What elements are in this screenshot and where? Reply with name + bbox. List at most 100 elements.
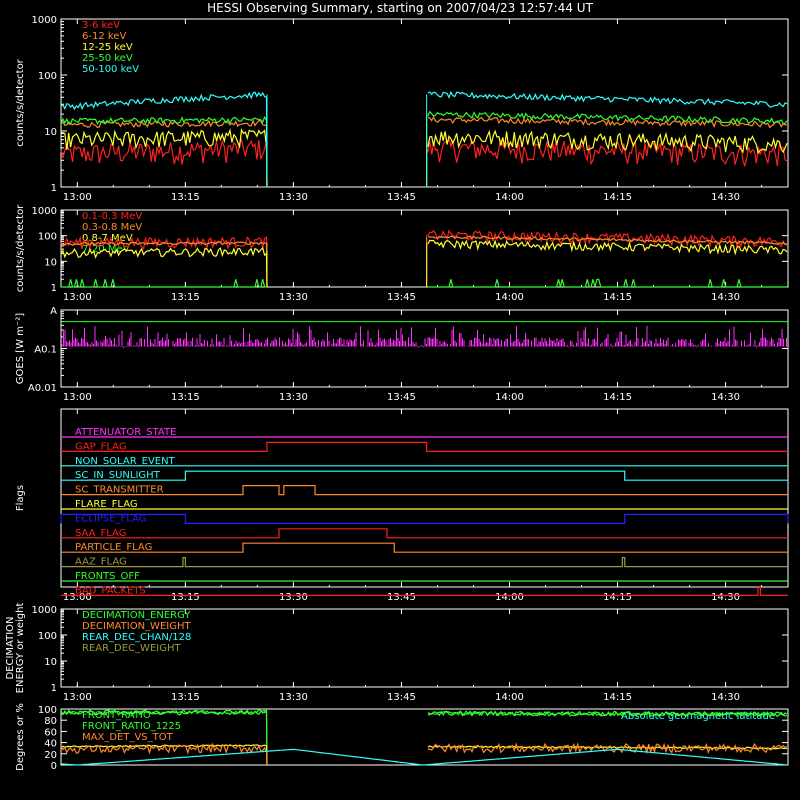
y-tick-label: 1: [51, 183, 57, 194]
flag-trace: [61, 557, 788, 568]
x-tick-label: 14:30: [711, 392, 740, 403]
series-line: [60, 742, 788, 766]
plot-frame: [60, 608, 789, 688]
y-tick-label: 100: [38, 232, 57, 243]
legend-entry: MAX_DET_VS_TOT: [82, 732, 174, 743]
flag-trace: [60, 513, 789, 524]
x-tick-label: 13:15: [171, 192, 200, 203]
x-tick-label: 14:15: [603, 192, 632, 203]
panel-goes: 13:00 13:15 13:30 13:45 14:00 14:15 14:30 A0.01…: [15, 306, 789, 403]
series-line: [60, 110, 788, 188]
x-tick-label: 13:30: [279, 292, 308, 303]
x-tick-label: 14:15: [603, 592, 632, 603]
legend-entry: DECIMATION_ENERGY: [82, 610, 191, 621]
y-tick-label: 0: [51, 761, 57, 772]
x-tick-label: 13:00: [63, 592, 92, 603]
flag-trace: [61, 528, 788, 539]
y-tick-label: 1000: [32, 206, 57, 217]
x-tick-label: 13:15: [171, 592, 200, 603]
y-tick-label: 1: [51, 283, 57, 294]
x-tick-label: 13:15: [171, 392, 200, 403]
legend-entry: FRONT_RATIO: [82, 710, 151, 721]
legend-entry: 12-25 keV: [82, 42, 133, 53]
x-tick-label: 14:15: [603, 292, 632, 303]
series-line: [61, 278, 787, 288]
x-tick-label: 13:30: [279, 392, 308, 403]
y-axis-label: DECIMATION: [5, 616, 16, 679]
y-tick-label: 1000: [32, 15, 57, 26]
x-tick-label: 14:30: [711, 292, 740, 303]
legend-entry: REAR_DEC_WEIGHT: [82, 643, 181, 654]
flag-label: SAA_FLAG: [75, 528, 126, 539]
y-tick-label: 40: [44, 739, 57, 750]
y-axis-label: counts/s/detector: [15, 58, 26, 146]
flag-label: ATTENUATOR_STATE: [75, 427, 176, 438]
x-tick-label: 13:00: [63, 392, 92, 403]
x-tick-label: 13:45: [387, 192, 416, 203]
y-tick-label: 1: [51, 683, 57, 694]
x-tick-label: 14:15: [603, 692, 632, 703]
x-tick-label: 13:30: [279, 192, 308, 203]
legend-entry: 50-100 keV: [82, 64, 139, 75]
legend-entry: 0.1-0.3 MeV: [82, 211, 142, 222]
x-tick-label: 13:00: [63, 192, 92, 203]
y-axis-label: Flags: [15, 485, 26, 511]
y-axis-label: ENERGY or weight: [15, 603, 26, 694]
y-axis-label: GOES [W m⁻²]: [15, 313, 26, 384]
legend-entry: 25-50 keV: [82, 53, 133, 64]
legend-entry: DECIMATION_WEIGHT: [82, 621, 191, 632]
x-tick-label: 14:00: [495, 292, 524, 303]
x-tick-label: 13:00: [63, 692, 92, 703]
y-tick-label: 100: [38, 631, 57, 642]
series-line: [60, 748, 787, 766]
y-tick-label: 10: [44, 127, 57, 138]
y-tick-label: 20: [44, 750, 57, 761]
x-tick-label: 13:45: [387, 292, 416, 303]
x-tick-label: 14:00: [495, 592, 524, 603]
x-tick-label: 13:45: [387, 592, 416, 603]
y-tick-label: 100: [38, 71, 57, 82]
panel-flags: 13:00 13:15 13:30 13:45 14:00 14:15 14:30 Flags…: [15, 408, 789, 603]
series-line: [60, 239, 788, 288]
y-axis-label: Degrees or %: [15, 703, 26, 771]
series-line: [60, 229, 788, 288]
series-line: [60, 115, 788, 188]
series-line: [60, 128, 788, 188]
x-tick-label: 13:15: [171, 692, 200, 703]
goes-trace: [61, 325, 787, 348]
y-tick-label: 10: [44, 257, 57, 268]
y-tick-label: A: [50, 306, 57, 317]
series-line: [60, 709, 788, 766]
y-tick-label: A0.01: [28, 383, 57, 394]
flag-label: SC_IN_SUNLIGHT: [75, 470, 161, 481]
y-tick-label: 1000: [32, 605, 57, 616]
x-tick-label: 14:00: [495, 392, 524, 403]
legend-entry: 3-6 keV: [82, 20, 120, 31]
y-axis-label: counts/s/detector: [15, 204, 26, 292]
flag-label: AAZ_FLAG: [75, 557, 127, 568]
y-tick-label: 80: [44, 716, 57, 727]
x-tick-label: 14:30: [711, 692, 740, 703]
series-line: [60, 137, 788, 188]
x-tick-label: 13:00: [63, 292, 92, 303]
flag-label: BAD_PACKETS: [75, 585, 146, 596]
panels: 13:00 13:15 13:30 13:45 14:00 14:15 14:3011010…: [5, 15, 789, 772]
y-tick-label: 100: [38, 705, 57, 716]
flag-trace: [61, 485, 788, 496]
x-tick-label: 14:30: [711, 192, 740, 203]
flag-label: SC_TRANSMITTER: [75, 485, 164, 496]
flag-label: NON_SOLAR_EVENT: [75, 456, 176, 467]
series-line: [60, 235, 788, 288]
x-tick-label: 13:30: [279, 592, 308, 603]
x-tick-label: 14:00: [495, 192, 524, 203]
legend-entry: REAR_DEC_CHAN/128: [82, 632, 191, 643]
y-tick-label: A0.1: [34, 345, 57, 356]
legend-entry: 0.3-0.8 MeV: [82, 222, 142, 233]
x-tick-label: 14:00: [495, 692, 524, 703]
series-line: [60, 90, 788, 188]
flag-label: FLARE_FLAG: [75, 499, 138, 510]
y-tick-label: 10: [44, 657, 57, 668]
x-tick-label: 13:30: [279, 692, 308, 703]
x-tick-label: 13:45: [387, 392, 416, 403]
